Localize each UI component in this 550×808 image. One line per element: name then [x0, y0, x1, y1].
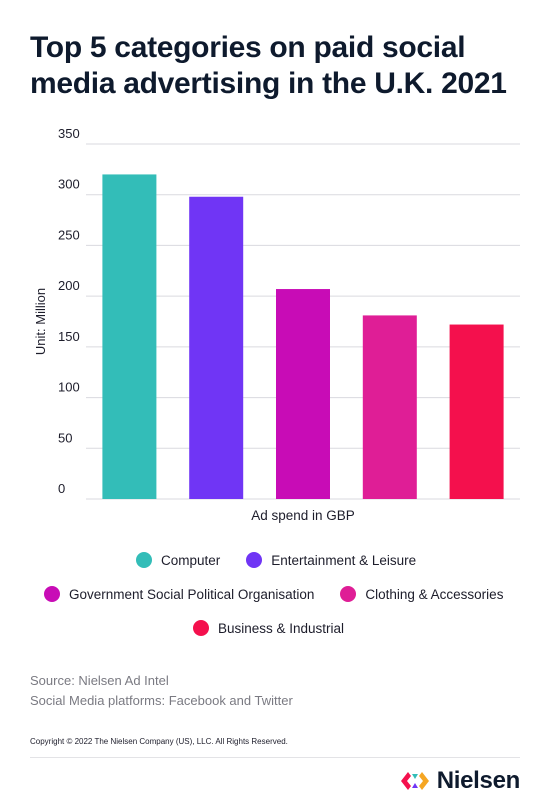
legend-swatch: [193, 620, 209, 636]
legend-label: Entertainment & Leisure: [271, 552, 417, 568]
y-tick-label: 250: [58, 227, 80, 242]
nielsen-mark-icon: [400, 772, 429, 790]
platforms-line: Social Media platforms: Facebook and Twi…: [30, 693, 293, 708]
legend-swatch: [44, 586, 60, 602]
bar-chart: 0 50 100 150 200 250 300 350 Unit: Million Ad spe…: [33, 126, 520, 523]
x-axis-label: Ad spend in GBP: [251, 508, 355, 523]
legend-row-2: Government Social Political Organisation…: [44, 586, 503, 602]
legend-swatch: [246, 552, 263, 568]
y-tick-label: 300: [58, 177, 80, 192]
legend-label: Business & Industrial: [218, 620, 345, 636]
y-tick-label: 150: [58, 329, 80, 344]
legend-swatch: [136, 552, 152, 568]
source-line: Source: Nielsen Ad Intel: [30, 673, 169, 688]
brand-name: Nielsen: [436, 767, 521, 794]
nielsen-logo: Nielsen: [399, 767, 520, 795]
bar-1: [102, 174, 157, 499]
legend-item-clothing: Clothing & Accessories: [340, 586, 503, 602]
y-tick-label: 200: [58, 278, 80, 293]
y-tick-label: 350: [58, 126, 80, 141]
bar-2: [189, 196, 244, 499]
legend-row-3: Business & Industrial: [193, 620, 344, 636]
y-tick-label: 100: [58, 380, 80, 395]
legend-label: Government Social Political Organisation: [69, 586, 315, 602]
bar-4: [362, 315, 417, 499]
y-tick-label: 50: [58, 430, 72, 445]
bar-5: [449, 324, 504, 499]
legend-swatch: [340, 586, 357, 602]
y-tick-label: 0: [58, 481, 65, 496]
legend-item-entertainment: Entertainment & Leisure: [246, 552, 416, 568]
legend-row-1: Computer Entertainment & Leisure: [136, 552, 416, 568]
legend-item-computer: Computer: [136, 552, 220, 568]
chart-title: Top 5 categories on paid social media ad…: [30, 31, 507, 100]
footer-divider: [30, 757, 520, 758]
y-axis-label: Unit: Million: [33, 288, 48, 355]
bar-3: [276, 289, 330, 499]
legend-label: Clothing & Accessories: [365, 586, 504, 602]
legend-label: Computer: [161, 552, 221, 568]
source-note: Source: Nielsen Ad Intel Social Media pl…: [30, 671, 293, 711]
copyright-text: Copyright © 2022 The Nielsen Company (US…: [30, 737, 288, 746]
legend-item-business: Business & Industrial: [193, 620, 344, 636]
legend-item-government: Government Social Political Organisation: [44, 586, 314, 602]
